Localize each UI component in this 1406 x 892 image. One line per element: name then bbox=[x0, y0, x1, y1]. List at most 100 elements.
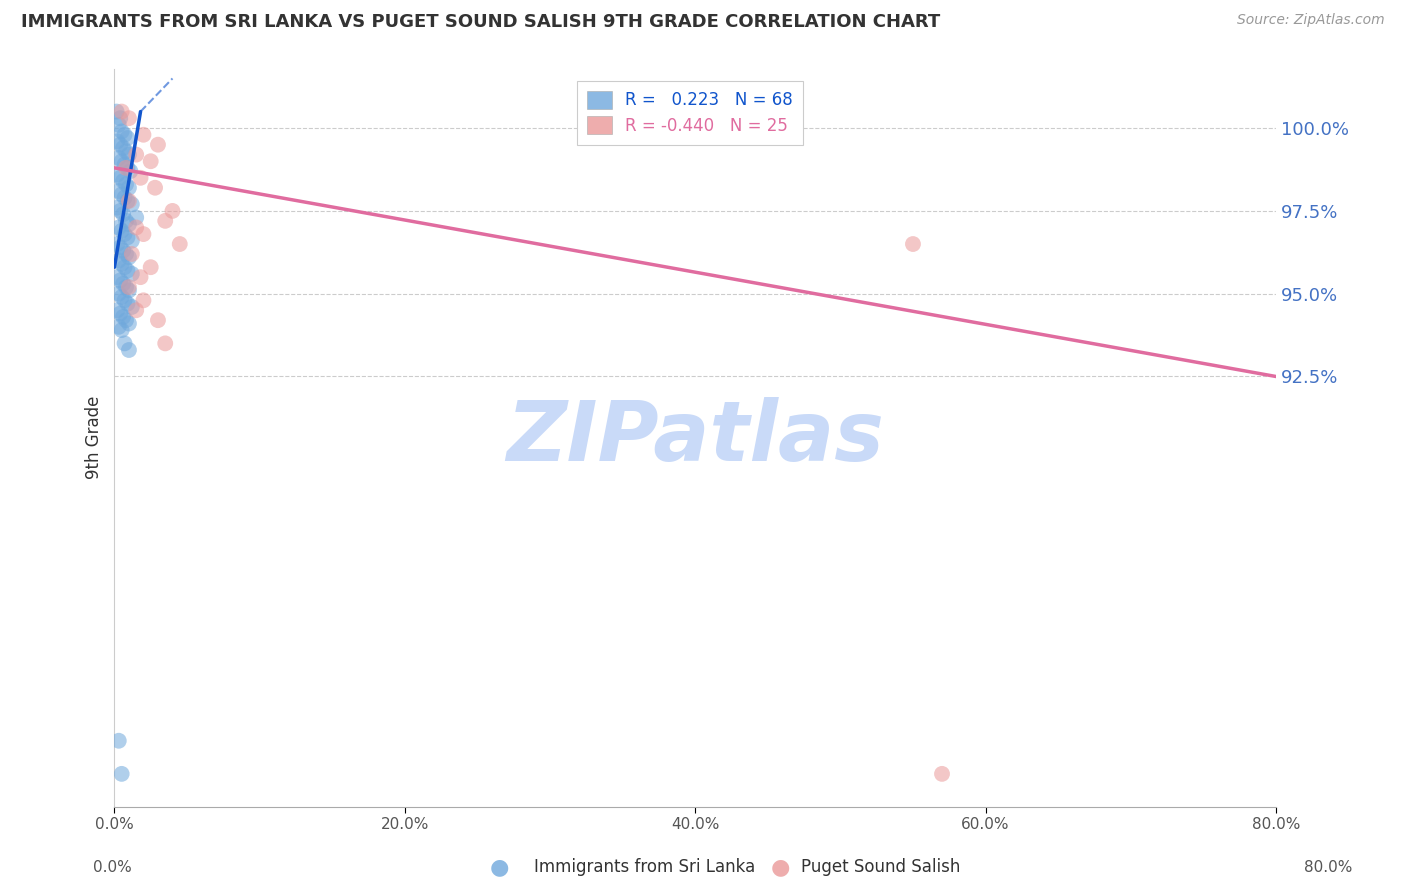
Point bbox=[105, 134, 128, 148]
Point bbox=[110, 307, 132, 321]
Point bbox=[111, 187, 134, 202]
Point bbox=[115, 178, 138, 192]
Point bbox=[111, 154, 134, 169]
Point bbox=[118, 250, 141, 264]
Point bbox=[115, 280, 138, 294]
Point bbox=[117, 296, 139, 310]
Text: IMMIGRANTS FROM SRI LANKA VS PUGET SOUND SALISH 9TH GRADE CORRELATION CHART: IMMIGRANTS FROM SRI LANKA VS PUGET SOUND… bbox=[21, 13, 941, 31]
Text: 0.0%: 0.0% bbox=[93, 860, 132, 874]
Point bbox=[146, 137, 169, 152]
Point bbox=[146, 313, 169, 327]
Text: ●: ● bbox=[770, 857, 790, 877]
Point bbox=[107, 184, 129, 198]
Point bbox=[114, 293, 136, 308]
Point bbox=[110, 273, 132, 287]
Point bbox=[112, 277, 135, 291]
Point bbox=[155, 336, 177, 351]
Point bbox=[139, 154, 162, 169]
Point bbox=[143, 180, 166, 194]
Point bbox=[120, 164, 142, 178]
Point bbox=[132, 293, 155, 308]
Point bbox=[114, 191, 136, 205]
Point bbox=[107, 286, 129, 301]
Point bbox=[110, 112, 132, 126]
Point bbox=[115, 247, 138, 261]
Text: Puget Sound Salish: Puget Sound Salish bbox=[801, 858, 960, 876]
Point bbox=[105, 201, 128, 215]
Point bbox=[121, 267, 143, 281]
Point bbox=[115, 145, 138, 159]
Point bbox=[931, 767, 953, 781]
Point bbox=[107, 733, 129, 747]
Point bbox=[129, 170, 152, 185]
Point bbox=[117, 230, 139, 244]
Point bbox=[111, 104, 134, 119]
Point bbox=[114, 128, 136, 142]
Point bbox=[110, 137, 132, 152]
Point bbox=[139, 260, 162, 275]
Legend: R =   0.223   N = 68, R = -0.440   N = 25: R = 0.223 N = 68, R = -0.440 N = 25 bbox=[576, 80, 803, 145]
Point bbox=[111, 290, 134, 304]
Point bbox=[155, 214, 177, 228]
Point bbox=[114, 336, 136, 351]
Point bbox=[117, 161, 139, 175]
Point bbox=[118, 180, 141, 194]
Text: Immigrants from Sri Lanka: Immigrants from Sri Lanka bbox=[534, 858, 755, 876]
Point bbox=[110, 203, 132, 218]
Point bbox=[125, 211, 148, 225]
Point bbox=[118, 343, 141, 357]
Point bbox=[110, 240, 132, 254]
Point bbox=[117, 263, 139, 277]
Y-axis label: 9th Grade: 9th Grade bbox=[86, 396, 103, 479]
Point bbox=[112, 207, 135, 221]
Point bbox=[901, 237, 924, 252]
Point bbox=[107, 253, 129, 268]
Point bbox=[118, 280, 141, 294]
Point bbox=[114, 260, 136, 275]
Point bbox=[118, 284, 141, 298]
Point bbox=[129, 270, 152, 285]
Point bbox=[112, 244, 135, 258]
Point bbox=[114, 157, 136, 171]
Point bbox=[117, 131, 139, 145]
Text: ZIPatlas: ZIPatlas bbox=[506, 397, 884, 478]
Point bbox=[121, 234, 143, 248]
Point bbox=[125, 220, 148, 235]
Text: ●: ● bbox=[489, 857, 509, 877]
Point bbox=[111, 124, 134, 138]
Point bbox=[112, 141, 135, 155]
Point bbox=[118, 317, 141, 331]
Point bbox=[110, 170, 132, 185]
Point bbox=[125, 147, 148, 161]
Point bbox=[111, 767, 134, 781]
Point bbox=[111, 224, 134, 238]
Point bbox=[105, 303, 128, 318]
Point bbox=[107, 118, 129, 132]
Point bbox=[118, 112, 141, 126]
Point bbox=[107, 319, 129, 334]
Point bbox=[132, 227, 155, 241]
Point bbox=[118, 194, 141, 208]
Point bbox=[105, 270, 128, 285]
Point bbox=[107, 151, 129, 165]
Point bbox=[125, 303, 148, 318]
Point bbox=[115, 161, 138, 175]
Point bbox=[117, 194, 139, 208]
Point bbox=[132, 128, 155, 142]
Point bbox=[118, 217, 141, 231]
Point bbox=[105, 237, 128, 252]
Text: Source: ZipAtlas.com: Source: ZipAtlas.com bbox=[1237, 13, 1385, 28]
Point bbox=[121, 247, 143, 261]
Point bbox=[112, 174, 135, 188]
Point bbox=[111, 323, 134, 337]
Point bbox=[115, 313, 138, 327]
Point bbox=[112, 310, 135, 324]
Point bbox=[121, 300, 143, 314]
Point bbox=[105, 104, 128, 119]
Point bbox=[111, 257, 134, 271]
Point bbox=[118, 147, 141, 161]
Point bbox=[121, 197, 143, 211]
Point bbox=[107, 220, 129, 235]
Text: 80.0%: 80.0% bbox=[1305, 860, 1353, 874]
Point bbox=[162, 203, 184, 218]
